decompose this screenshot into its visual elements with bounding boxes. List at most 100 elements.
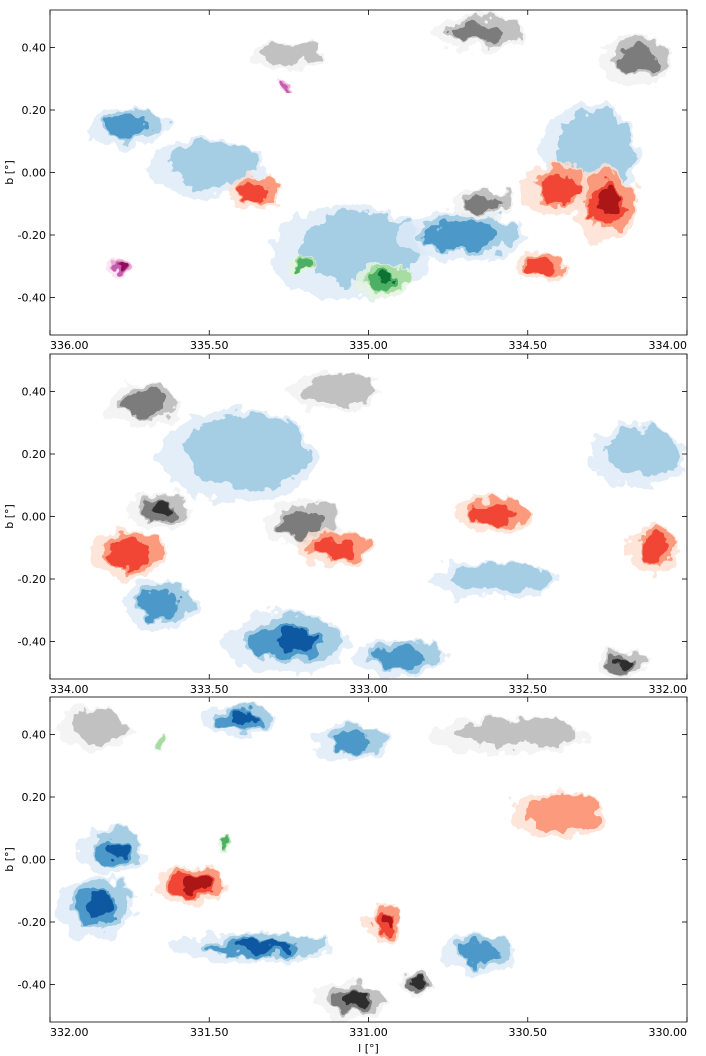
y-tick-label: 0.20 xyxy=(22,104,47,117)
y-tick-label: 0.00 xyxy=(22,511,47,524)
clump-level-2 xyxy=(106,541,150,569)
clump-gray xyxy=(312,982,389,1020)
y-tick-label: 0.40 xyxy=(22,729,47,742)
panel-bottom: 332.00 331.50 331.00 330.50 330.00 0.40 0.20 0.… xyxy=(3,696,688,1055)
clump-blue xyxy=(157,409,317,503)
clump-level-2 xyxy=(528,258,557,276)
clump-level-1 xyxy=(185,414,310,488)
clump-level-1 xyxy=(526,791,601,831)
y-tick-label: 0.20 xyxy=(22,791,47,804)
y-tick-label: -0.40 xyxy=(18,979,46,992)
x-tick-label: 332.00 xyxy=(649,683,688,696)
clump-level-2 xyxy=(639,534,669,563)
clump-level-1 xyxy=(451,563,551,593)
x-tick-label: 335.50 xyxy=(190,339,229,352)
clump-blue xyxy=(312,722,389,761)
clump-level-2 xyxy=(450,22,505,44)
x-tick-label: 333.50 xyxy=(190,683,229,696)
clump-level-1 xyxy=(157,735,167,746)
clump-level-2 xyxy=(456,943,500,965)
x-tick-label: 331.50 xyxy=(190,1026,229,1039)
clump-blue xyxy=(589,424,685,487)
x-tick-label: 334.00 xyxy=(50,683,89,696)
clump-red xyxy=(296,529,373,568)
clump-red xyxy=(153,866,230,904)
x-axis-label: l [°] xyxy=(358,1042,379,1055)
clump-red xyxy=(573,167,638,243)
clump-level-1 xyxy=(303,375,378,405)
clump-layer xyxy=(89,13,676,300)
panel-middle: 334.00 333.50 333.00 332.50 332.00 0.40 0.20 0.… xyxy=(3,353,688,696)
y-tick-label: 0.00 xyxy=(22,167,47,180)
y-tick-label: 0.20 xyxy=(22,448,47,461)
clump-level-2 xyxy=(297,261,312,272)
clump-gray xyxy=(248,38,326,70)
clump-gray xyxy=(286,373,383,411)
clump-level-2 xyxy=(329,731,373,752)
clump-blue xyxy=(429,561,557,599)
clump-level-3 xyxy=(272,629,316,651)
clump-red xyxy=(364,904,403,942)
clump-level-3 xyxy=(116,262,126,269)
clump-red xyxy=(89,530,166,580)
clump-gray xyxy=(57,707,135,751)
panel-top: 336.00 335.50 335.00 334.50 334.00 0.40 0.20 0.… xyxy=(3,9,688,352)
y-axis-label: b [°] xyxy=(3,504,16,529)
clump-green xyxy=(291,257,317,276)
clump-gray xyxy=(429,13,526,52)
y-tick-label: -0.40 xyxy=(18,292,46,305)
x-tick-label: 332.00 xyxy=(50,1026,89,1039)
clump-gray xyxy=(599,36,676,86)
x-tick-label: 334.50 xyxy=(509,339,548,352)
clump-level-2 xyxy=(241,181,271,203)
x-tick-label: 334.00 xyxy=(649,339,688,352)
clump-gray xyxy=(399,972,432,998)
x-tick-label: 336.00 xyxy=(50,339,89,352)
y-tick-label: -0.40 xyxy=(18,636,46,649)
clump-level-2 xyxy=(371,647,425,669)
clump-red xyxy=(516,251,568,283)
clump-purple xyxy=(275,80,295,90)
clump-level-1 xyxy=(71,709,131,744)
y-tick-label: 0.00 xyxy=(22,854,47,867)
clump-level-3 xyxy=(153,502,175,516)
clump-level-3 xyxy=(599,188,621,215)
clump-level-2 xyxy=(138,591,181,619)
clump-green xyxy=(154,734,168,748)
clump-level-2 xyxy=(313,538,357,559)
x-tick-label: 335.00 xyxy=(349,339,388,352)
clump-level-2 xyxy=(536,175,580,204)
x-tick-label: 332.50 xyxy=(509,683,548,696)
clump-level-2 xyxy=(425,222,497,250)
clump-blue xyxy=(121,580,198,630)
clump-level-2 xyxy=(615,47,659,75)
clump-level-2 xyxy=(281,509,325,538)
clump-level-3 xyxy=(183,877,210,890)
clump-level-2 xyxy=(106,114,150,139)
clump-blue xyxy=(57,876,135,939)
clump-blue xyxy=(173,932,333,964)
clump-green xyxy=(357,260,409,299)
clump-blue xyxy=(221,611,350,674)
y-axis-label: b [°] xyxy=(3,160,16,185)
clump-layer xyxy=(57,703,605,1020)
clump-level-3 xyxy=(412,979,423,988)
clump-blue xyxy=(397,211,525,261)
y-tick-label: -0.20 xyxy=(18,916,46,929)
clump-level-2 xyxy=(463,195,500,214)
clump-level-3 xyxy=(342,992,369,1006)
clump-level-2 xyxy=(472,503,516,525)
clump-level-3 xyxy=(379,914,393,928)
clump-blue xyxy=(439,935,517,973)
clump-level-1 xyxy=(605,427,681,477)
clump-red xyxy=(509,788,605,839)
clump-purple xyxy=(106,257,133,276)
x-tick-label: 330.50 xyxy=(509,1026,548,1039)
y-tick-label: -0.20 xyxy=(18,573,46,586)
clump-level-1 xyxy=(169,140,259,189)
y-tick-label: 0.40 xyxy=(22,42,47,55)
clump-level-3 xyxy=(236,940,291,952)
clump-level-3 xyxy=(87,893,114,916)
x-tick-label: 333.00 xyxy=(349,683,388,696)
clump-level-3 xyxy=(377,271,396,284)
